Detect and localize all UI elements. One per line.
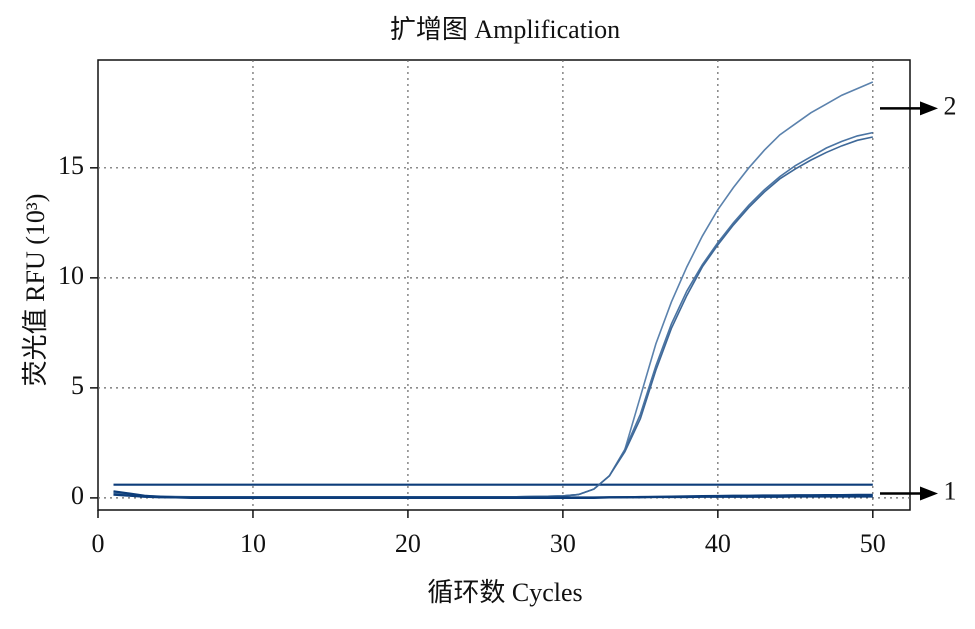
amplification-curve [113,81,874,498]
x-tick-label: 20 [395,529,421,558]
y-tick-label: 0 [71,481,84,510]
arrow-head [920,101,938,116]
y-tick-label: 15 [58,151,84,180]
amplification-curve [113,131,873,498]
x-tick-label: 50 [860,529,886,558]
annotation-label: 2 [944,91,957,120]
annotation-label: 1 [944,476,957,505]
x-axis-label: 循环数 Cycles [427,578,582,607]
amplification-curve [113,493,873,499]
plot-frame [97,59,911,511]
x-tick-label: 0 [92,529,105,558]
y-axis-label: 荧光值 RFU (10³) [21,194,50,387]
arrow-head [920,486,938,501]
x-tick-label: 10 [240,529,266,558]
y-tick-label: 5 [71,371,84,400]
x-tick-label: 40 [705,529,731,558]
x-tick-label: 30 [550,529,576,558]
chart-title: 扩增图 Amplification [390,15,620,44]
amplification-curve [113,136,873,498]
y-tick-label: 10 [58,261,84,290]
